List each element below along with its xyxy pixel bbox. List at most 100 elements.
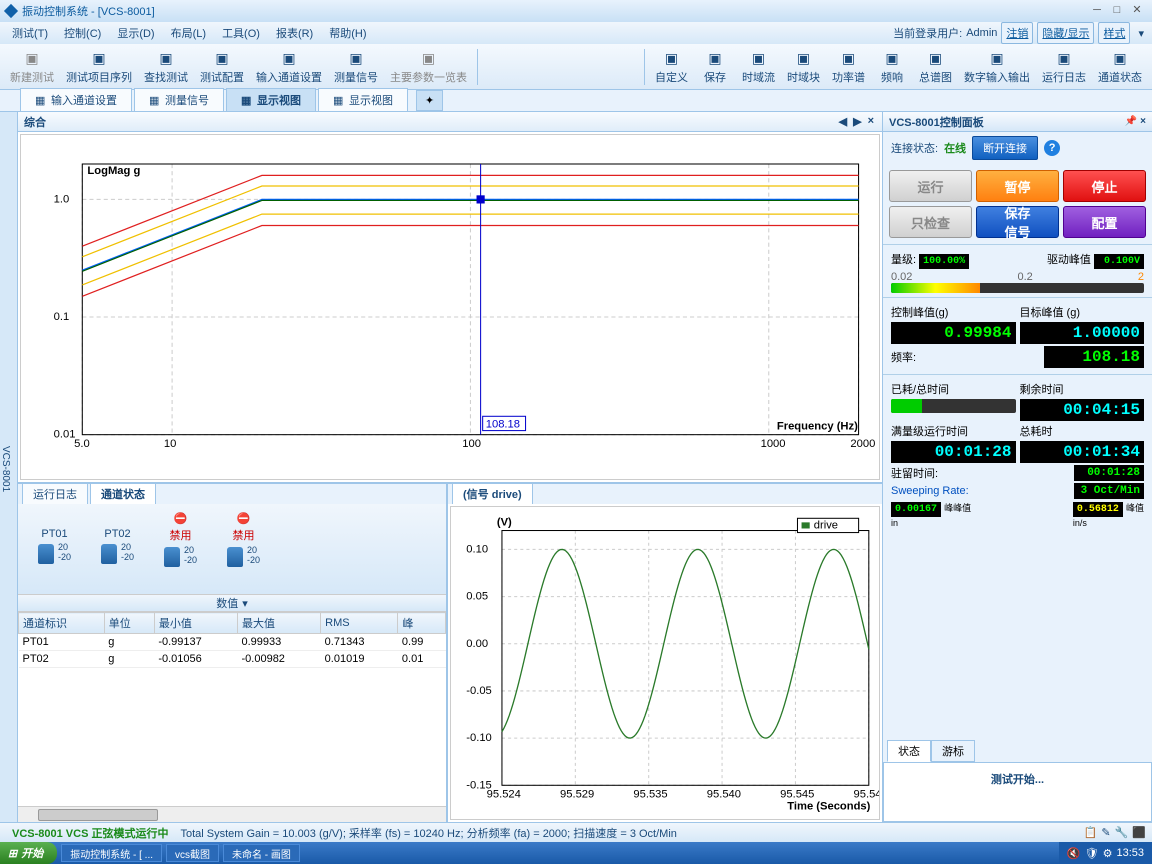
toolbar-button[interactable]: ▣数字输入输出: [958, 46, 1036, 87]
svg-text:LogMag g: LogMag g: [87, 165, 140, 177]
control-panel: VCS-8001控制面板 📌 × 连接状态: 在线 断开连接 ? 运行暂停停止只…: [882, 112, 1152, 822]
tab-signal-drive[interactable]: (信号 drive): [452, 483, 533, 504]
horizontal-scrollbar[interactable]: [18, 806, 446, 822]
remaining-time: 00:04:15: [1020, 399, 1145, 421]
svg-text:95.535: 95.535: [633, 789, 667, 801]
table-header[interactable]: 最大值: [238, 613, 321, 634]
toolbar-button[interactable]: ▣保存: [694, 46, 736, 87]
svg-text:100: 100: [462, 438, 481, 450]
svg-text:-0.05: -0.05: [466, 685, 492, 697]
status-icon[interactable]: ✎: [1101, 826, 1110, 839]
tray-icon[interactable]: 🔇: [1067, 847, 1081, 860]
logout-button[interactable]: 注销: [1001, 22, 1033, 44]
hideshow-button[interactable]: 隐藏/显示: [1037, 22, 1094, 44]
toolbar-button[interactable]: ▣自定义: [649, 46, 694, 87]
table-header[interactable]: 峰: [398, 613, 446, 634]
menu-item[interactable]: 显示(D): [109, 23, 162, 43]
status-icon[interactable]: ⬛: [1132, 826, 1146, 839]
frequency-chart[interactable]: 108.18LogMag gFrequency (Hz)0.010.11.05.…: [20, 134, 880, 480]
conn-status: 在线: [944, 140, 966, 156]
control-button-配置[interactable]: 配置: [1063, 206, 1146, 238]
toolbar-button[interactable]: ▣总谱图: [913, 46, 958, 87]
channel-status-panel: PT0120-20PT0220-20⛔禁用20-20⛔禁用20-20: [18, 504, 446, 594]
svg-text:0.05: 0.05: [466, 591, 488, 603]
toolbar-button[interactable]: ▣时域流: [736, 46, 781, 87]
toolbar-button[interactable]: ▣输入通道设置: [250, 46, 328, 87]
toolbar-button[interactable]: ▣主要参数一览表: [384, 46, 473, 87]
grid-header: 数值▾: [18, 594, 446, 612]
status-icon[interactable]: 🔧: [1115, 826, 1129, 839]
disconnect-button[interactable]: 断开连接: [972, 136, 1038, 160]
document-tab[interactable]: ▦显示视图: [318, 88, 408, 111]
document-tabs: ▦输入通道设置▦测量信号▦显示视图▦显示视图 ✦: [0, 90, 1152, 112]
tray-icon[interactable]: 🛡: [1085, 847, 1099, 860]
control-button-只检查[interactable]: 只检查: [889, 206, 972, 238]
toolbar-button[interactable]: ▣测试项目序列: [60, 46, 138, 87]
close-chart-icon[interactable]: ×: [866, 115, 876, 128]
document-tab[interactable]: ▦显示视图: [226, 88, 316, 111]
toolbar-button[interactable]: ▣运行日志: [1036, 46, 1092, 87]
menu-item[interactable]: 测试(T): [4, 23, 56, 43]
toolbar-icon: ▣: [89, 48, 109, 68]
nav-next-icon[interactable]: ▶: [851, 115, 863, 128]
toolbar-icon: ▣: [987, 48, 1007, 68]
dropdown-icon[interactable]: ▾: [1134, 27, 1148, 40]
taskbar-task[interactable]: 未命名 - 画图: [223, 844, 300, 862]
taskbar-task[interactable]: vcs截图: [166, 844, 219, 862]
toolbar-button[interactable]: ▣测试配置: [194, 46, 250, 87]
toolbar-button[interactable]: ▣新建测试: [4, 46, 60, 87]
help-icon[interactable]: ?: [1044, 140, 1060, 156]
toolbar-button[interactable]: ▣通道状态: [1092, 46, 1148, 87]
table-header[interactable]: 通道标识: [19, 613, 105, 634]
svg-text:95.549: 95.549: [854, 789, 879, 801]
nav-prev-icon[interactable]: ◀: [837, 115, 849, 128]
toolbar-button[interactable]: ▣时域块: [781, 46, 826, 87]
table-header[interactable]: 最小值: [154, 613, 237, 634]
control-button-运行[interactable]: 运行: [889, 170, 972, 202]
clock[interactable]: 13:53: [1116, 847, 1144, 859]
menu-item[interactable]: 帮助(H): [321, 23, 374, 43]
maximize-button[interactable]: □: [1108, 4, 1126, 18]
menu-item[interactable]: 工具(O): [214, 23, 268, 43]
toolbar-button[interactable]: ▣测量信号: [328, 46, 384, 87]
document-tab[interactable]: ▦输入通道设置: [20, 88, 132, 111]
dwell-time: 00:01:28: [1074, 465, 1144, 481]
svg-text:10: 10: [164, 438, 176, 450]
toolbar-button[interactable]: ▣查找测试: [138, 46, 194, 87]
menu-item[interactable]: 报表(R): [268, 23, 321, 43]
taskbar-task[interactable]: 振动控制系统 - [ ...: [61, 844, 162, 862]
menu-item[interactable]: 控制(C): [56, 23, 109, 43]
table-header[interactable]: 单位: [104, 613, 154, 634]
svg-text:drive: drive: [814, 519, 838, 531]
table-row[interactable]: PT01g-0.991370.999330.713430.99: [19, 634, 446, 651]
chart-tab-comprehensive[interactable]: 综合: [24, 114, 46, 130]
minimize-button[interactable]: ─: [1088, 4, 1106, 18]
new-tab-button[interactable]: ✦: [416, 90, 443, 111]
control-button-保存 信号[interactable]: 保存 信号: [976, 206, 1059, 238]
svg-text:5.0: 5.0: [74, 438, 90, 450]
start-button[interactable]: ⊞ 开始: [0, 842, 57, 864]
menu-item[interactable]: 布局(L): [163, 23, 214, 43]
table-header[interactable]: RMS: [321, 613, 398, 634]
menubar: 测试(T)控制(C)显示(D)布局(L)工具(O)报表(R)帮助(H) 当前登录…: [0, 22, 1152, 44]
toolbar-button[interactable]: ▣功率谱: [826, 46, 871, 87]
disabled-icon: ⛔: [174, 512, 188, 525]
style-button[interactable]: 样式: [1098, 22, 1130, 44]
tab-cursor[interactable]: 游标: [931, 740, 975, 762]
status-icon[interactable]: 📋: [1084, 826, 1098, 839]
svg-text:1000: 1000: [761, 438, 786, 450]
control-button-停止[interactable]: 停止: [1063, 170, 1146, 202]
tray-icon[interactable]: ⚙: [1103, 847, 1113, 860]
close-button[interactable]: ✕: [1128, 4, 1146, 18]
control-button-暂停[interactable]: 暂停: [976, 170, 1059, 202]
tab-runlog[interactable]: 运行日志: [22, 483, 88, 504]
document-tab[interactable]: ▦测量信号: [134, 88, 224, 111]
status-message: 测试开始...: [883, 762, 1152, 822]
side-tab-vcs[interactable]: VCS-8001: [0, 112, 18, 822]
tab-channel-status[interactable]: 通道状态: [90, 483, 156, 504]
signal-chart[interactable]: -0.15-0.10-0.050.000.050.1095.52495.5299…: [450, 506, 880, 820]
pin-icon[interactable]: 📌 ×: [1125, 116, 1146, 127]
table-row[interactable]: PT02g-0.01056-0.009820.010190.01: [19, 651, 446, 668]
toolbar-button[interactable]: ▣频响: [871, 46, 913, 87]
tab-status[interactable]: 状态: [887, 740, 931, 762]
